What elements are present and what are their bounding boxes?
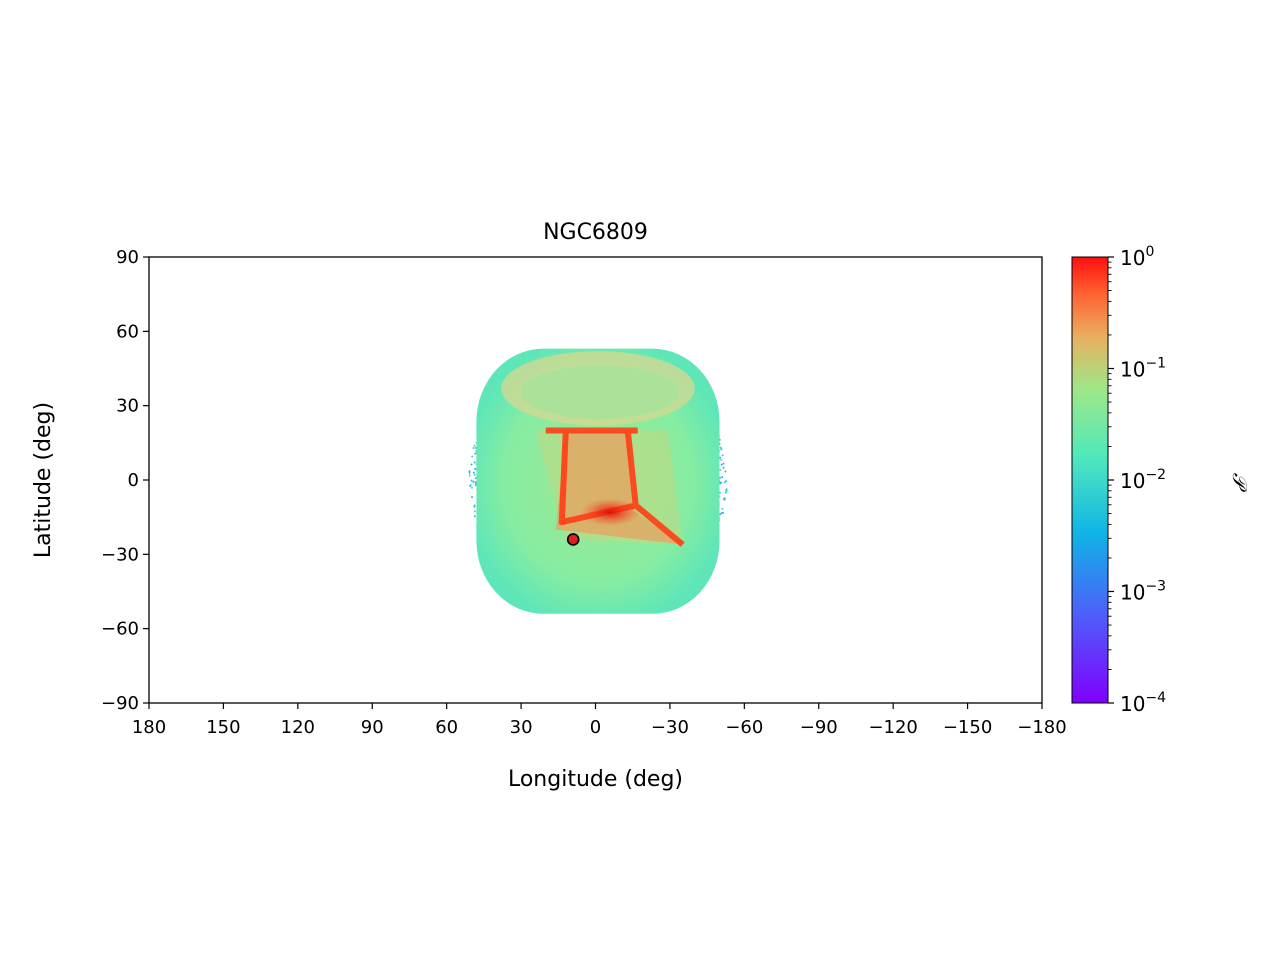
rim-point: [719, 446, 722, 449]
rim-point: [472, 480, 475, 483]
colorbar-tick-label: 100: [1120, 244, 1154, 270]
rim-point: [722, 462, 725, 465]
y-tick-label: 0: [128, 470, 139, 491]
rim-point: [473, 461, 476, 464]
x-tick-label: −90: [800, 717, 838, 738]
x-tick-label: −150: [943, 717, 992, 738]
density-heatmap: [468, 348, 728, 614]
rim-point: [468, 474, 471, 477]
colorbar-tick-label: 10−1: [1120, 356, 1166, 382]
y-tick-label: 60: [116, 321, 139, 342]
y-axis-label: Latitude (deg): [31, 402, 56, 558]
rim-point: [723, 481, 726, 484]
rim-point: [721, 454, 724, 457]
rim-point: [469, 484, 472, 486]
rim-point: [719, 482, 722, 485]
rim-point: [471, 455, 474, 458]
rim-point: [719, 456, 722, 459]
rim-point: [724, 480, 727, 483]
rim-point: [472, 471, 475, 474]
rim-point: [472, 447, 475, 449]
rim-point: [723, 498, 726, 501]
x-axis-label: Longitude (deg): [508, 767, 683, 792]
rim-point: [470, 463, 473, 466]
rim-point: [473, 473, 476, 476]
colorbar-tick-label: 10−2: [1120, 467, 1166, 493]
north-cap-inner: [520, 365, 680, 420]
colorbar: [1071, 256, 1109, 704]
orbit-box-edges: [545, 427, 685, 547]
x-tick-label: −120: [868, 717, 917, 738]
rim-point: [720, 463, 723, 466]
colorbar-tick-label: 10−3: [1120, 579, 1166, 605]
rim-point: [474, 510, 476, 513]
rim-point: [725, 488, 728, 491]
y-tick-label: 90: [116, 247, 139, 268]
rim-point: [473, 515, 476, 518]
y-tick-label: −30: [101, 544, 139, 565]
x-tick-label: 0: [590, 717, 601, 738]
rim-point: [719, 468, 722, 471]
y-axis-ticks: 90 60 30 0 −30 −60 −90: [101, 247, 149, 714]
rim-point: [724, 470, 727, 473]
rim-point: [720, 448, 723, 451]
x-axis-ticks: 180 150 120 90 60 30 0 −30 −60 −90 −120 −150 −180: [132, 703, 1067, 738]
y-tick-label: −60: [101, 619, 139, 640]
x-tick-label: 150: [206, 717, 240, 738]
density-peak: [580, 498, 641, 527]
colorbar-label: 𝒫: [1228, 473, 1252, 493]
rim-point: [474, 452, 477, 455]
rim-point: [720, 458, 723, 461]
x-tick-label: 90: [361, 717, 384, 738]
x-tick-label: 180: [132, 717, 166, 738]
x-tick-label: 120: [281, 717, 315, 738]
rim-point: [473, 504, 476, 507]
rim-point: [474, 481, 477, 484]
chart-title: NGC6809: [543, 220, 648, 245]
rim-point: [721, 476, 724, 479]
y-tick-label: 30: [116, 396, 139, 417]
rim-point: [722, 466, 725, 469]
rim-point: [470, 486, 473, 489]
rim-point: [721, 507, 724, 510]
x-tick-label: −180: [1017, 717, 1066, 738]
rim-point: [724, 491, 727, 494]
rim-point: [474, 484, 477, 487]
rim-point: [471, 496, 473, 499]
colorbar-ticks: 10−4 10−3 10−2 10−1 100: [1108, 244, 1166, 716]
rim-point: [720, 512, 723, 515]
x-tick-label: 30: [510, 717, 533, 738]
x-tick-label: −60: [725, 717, 763, 738]
rim-point: [468, 470, 471, 473]
y-tick-label: −90: [101, 693, 139, 714]
rim-point: [474, 477, 477, 480]
colorbar-tick-label: 10−4: [1120, 690, 1166, 716]
x-tick-label: −30: [651, 717, 689, 738]
cluster-marker: [566, 533, 580, 546]
rim-point: [473, 444, 476, 447]
rim-point: [468, 471, 471, 474]
x-tick-label: 60: [435, 717, 458, 738]
rim-point: [474, 467, 477, 470]
rim-point: [470, 479, 473, 482]
